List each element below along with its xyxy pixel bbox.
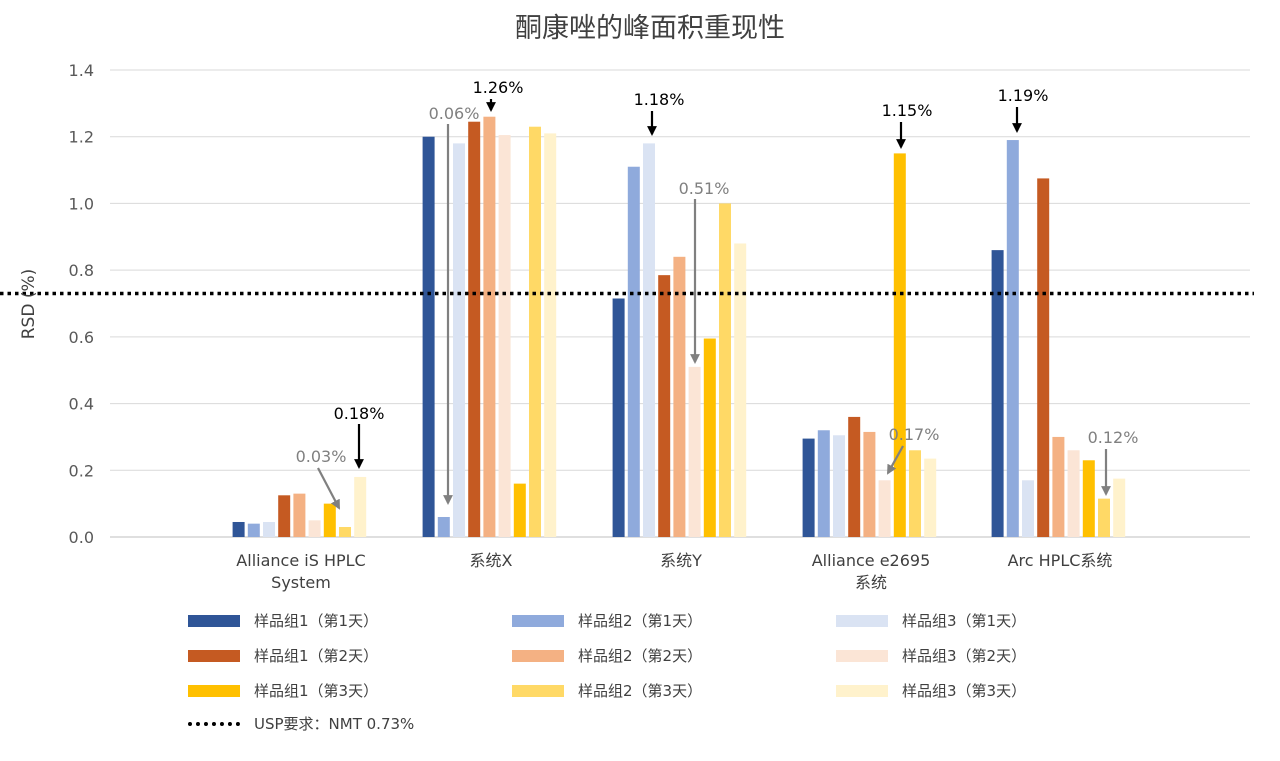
bar [1052, 436, 1065, 537]
bar [924, 458, 937, 537]
bar [453, 143, 465, 537]
bar [437, 516, 450, 537]
x-category-label: 系统Y [660, 551, 702, 570]
bar [422, 136, 435, 537]
annotation-arrow [317, 467, 340, 510]
bar [734, 243, 747, 537]
annotation-label: 1.19% [998, 86, 1049, 105]
bar [293, 493, 306, 537]
y-tick-label: 0.0 [69, 528, 94, 547]
bar [833, 435, 845, 537]
bar [893, 153, 906, 537]
bar [1006, 140, 1019, 538]
annotation-label: 1.26% [473, 78, 524, 97]
x-category-label: System [271, 573, 331, 592]
bar [278, 495, 291, 537]
bar [1037, 178, 1050, 538]
bar [802, 438, 815, 537]
annotation-label: 1.18% [634, 90, 685, 109]
x-category-label: 系统 [855, 573, 887, 592]
bar [483, 116, 496, 537]
bar [232, 521, 245, 537]
annotation-label: 0.12% [1088, 428, 1139, 447]
bar [1082, 460, 1095, 537]
bar [1098, 498, 1110, 537]
y-axis-label: RSD (%) [19, 269, 39, 340]
y-tick-label: 0.6 [69, 328, 94, 347]
annotations: 0.03% 0.18% 0.06% 1.26% 1.18% 0.51% 1.15% 0.17%… [296, 78, 1139, 510]
x-category-label: 系统X [470, 551, 513, 570]
bar [612, 298, 625, 537]
bar [991, 250, 1004, 537]
bars [232, 116, 1126, 538]
bar [878, 480, 891, 537]
annotation-label: 0.51% [679, 179, 730, 198]
bar [643, 143, 655, 537]
y-tick-label: 1.4 [69, 61, 94, 80]
annotation-label: 0.03% [296, 447, 347, 466]
bar [529, 126, 541, 537]
bar [247, 523, 260, 537]
annotation-label: 1.15% [882, 101, 933, 120]
bar [354, 476, 367, 537]
bar [263, 521, 275, 537]
x-category-labels: Alliance iS HPLC System 系统X 系统Y Alliance e26… [236, 551, 1112, 592]
bar [817, 430, 830, 537]
bar [339, 526, 351, 537]
bar [308, 520, 321, 537]
bar [719, 203, 731, 537]
x-category-label: Alliance e2695 [812, 551, 931, 570]
bar [1022, 480, 1034, 537]
bar [658, 275, 671, 537]
bar [909, 450, 921, 537]
bar [513, 483, 526, 537]
bar [627, 166, 640, 537]
bar [848, 416, 861, 537]
bar [498, 135, 511, 537]
annotation-label: 0.18% [334, 404, 385, 423]
bar [1113, 478, 1126, 537]
annotation-arrow [887, 445, 904, 475]
bar [863, 431, 876, 537]
bar [688, 366, 701, 537]
x-category-label: Alliance iS HPLC [236, 551, 365, 570]
bar [1067, 450, 1080, 537]
y-tick-label: 0.4 [69, 395, 94, 414]
bar [544, 133, 557, 537]
bar [468, 121, 481, 537]
chart-title: 酮康唑的峰面积重现性 [515, 13, 785, 44]
y-tick-label: 0.8 [69, 261, 94, 280]
y-tick-label: 1.0 [69, 194, 94, 213]
annotation-label: 0.06% [429, 104, 480, 123]
x-category-label: Arc HPLC系统 [1008, 551, 1113, 570]
bar [323, 503, 336, 537]
y-tick-labels: 0.0 0.2 0.4 0.6 0.8 1.0 1.2 1.4 [69, 61, 94, 547]
bar [673, 256, 686, 537]
y-tick-label: 0.2 [69, 461, 94, 480]
y-tick-label: 1.2 [69, 128, 94, 147]
annotation-label: 0.17% [889, 425, 940, 444]
bar [703, 338, 716, 537]
